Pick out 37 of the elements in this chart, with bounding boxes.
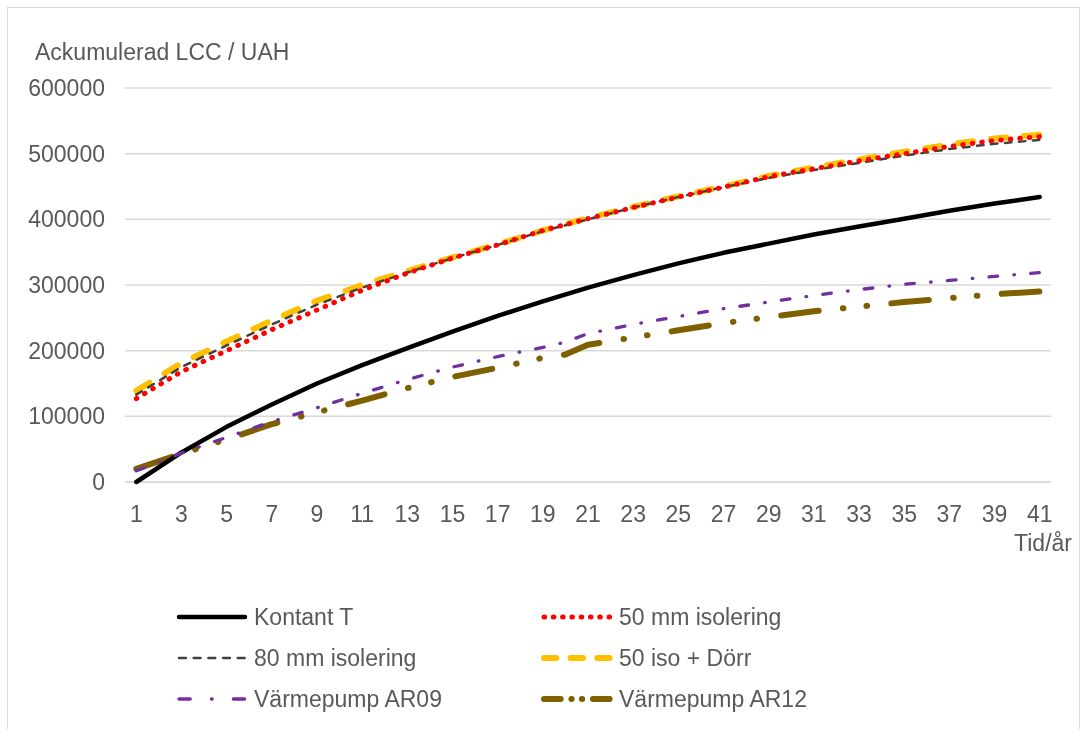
y-tick-label: 500000 xyxy=(28,140,105,167)
x-axis-title: Tid/år xyxy=(1014,530,1073,556)
x-tick-label: 31 xyxy=(801,501,827,527)
y-axis-title: Ackumulerad LCC / UAH xyxy=(35,39,290,66)
y-tick-label: 100000 xyxy=(28,403,105,430)
line-series xyxy=(134,194,1042,485)
x-tick-label: 15 xyxy=(439,501,466,527)
legend-label: 50 mm isolering xyxy=(619,604,782,631)
x-tick-label: 13 xyxy=(394,501,421,527)
x-tick-label: 21 xyxy=(575,501,601,527)
x-tick-label: 33 xyxy=(846,501,872,527)
x-tick-label: 27 xyxy=(710,501,737,527)
legend-label: Värmepump AR12 xyxy=(619,686,807,713)
x-tick-label: 7 xyxy=(265,501,279,527)
x-tick-label: 37 xyxy=(936,501,963,527)
legend-label: 50 iso + Dörr xyxy=(619,645,752,672)
x-tick-label: 41 xyxy=(1026,501,1053,527)
x-tick-label: 25 xyxy=(665,501,692,527)
y-tick-label: 600000 xyxy=(28,75,105,102)
x-tick-label: 29 xyxy=(755,501,782,527)
x-tick-label: 17 xyxy=(484,501,511,527)
y-tick-label: 200000 xyxy=(28,337,105,364)
y-tick-label: 400000 xyxy=(28,206,105,233)
legend-label: 80 mm isolering xyxy=(254,645,417,672)
x-tick-label: 39 xyxy=(981,501,1008,527)
x-tick-label: 3 xyxy=(175,501,188,527)
x-tick-label: 19 xyxy=(530,501,556,527)
x-tick-label: 1 xyxy=(129,501,143,527)
x-tick-label: 35 xyxy=(891,501,917,527)
y-tick-label: 0 xyxy=(92,469,105,496)
x-tick-label: 11 xyxy=(350,501,375,527)
x-tick-label: 5 xyxy=(220,501,234,527)
legend-label: Värmepump AR09 xyxy=(254,686,442,713)
y-tick-label: 300000 xyxy=(28,272,105,299)
x-tick-label: 23 xyxy=(620,501,646,527)
x-tick-label: 9 xyxy=(310,501,324,527)
legend-label: Kontant T xyxy=(254,604,354,631)
